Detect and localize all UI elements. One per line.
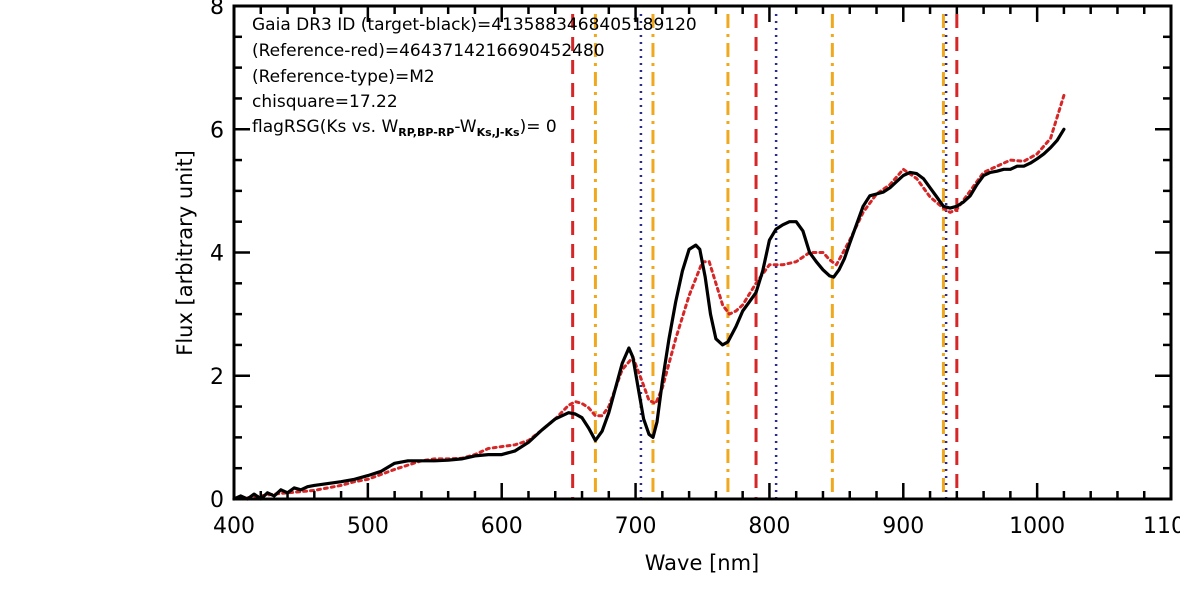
flag-prefix: flagRSG(Ks vs. W (252, 117, 398, 137)
series-layer (232, 93, 1066, 501)
y-tick-label: 2 (210, 365, 224, 390)
series-reference-red (232, 93, 1066, 501)
annotation-line-3: (Reference-type)=M2 (252, 67, 435, 87)
x-axis-label: Wave [nm] (645, 551, 759, 575)
y-tick-label: 4 (210, 242, 224, 267)
x-tick-label: 900 (882, 514, 924, 539)
annotation-line-1: Gaia DR3 ID (target-black)=4135883468405… (252, 15, 697, 35)
annotation-line-2: (Reference-red)=4643714216690452480 (252, 41, 605, 61)
annotation-block: Gaia DR3 ID (target-black)=4135883468405… (252, 15, 697, 139)
flag-sub-1: RP,BP-RP (398, 126, 454, 139)
y-tick-label: 0 (210, 488, 224, 513)
y-axis-label: Flux [arbitrary unit] (173, 150, 197, 356)
flag-mid: -W (454, 117, 476, 137)
y-tick-label: 6 (210, 118, 224, 143)
flag-sub-2: Ks,J-Ks (477, 126, 520, 139)
x-tick-label: 600 (481, 514, 523, 539)
annotation-line-4: chisquare=17.22 (252, 92, 398, 112)
x-tick-label: 700 (615, 514, 657, 539)
flag-suffix: )= 0 (520, 117, 557, 137)
x-tick-label: 400 (213, 514, 255, 539)
x-tick-label: 1000 (1009, 514, 1065, 539)
series-target-black (232, 127, 1066, 501)
y-tick-label: 8 (210, 0, 224, 20)
x-tick-label: 800 (748, 514, 790, 539)
x-tick-label: 500 (347, 514, 389, 539)
annotation-line-5: flagRSG(Ks vs. WRP,BP-RP-WKs,J-Ks)= 0 (252, 117, 557, 139)
vertical-lines (571, 14, 959, 499)
